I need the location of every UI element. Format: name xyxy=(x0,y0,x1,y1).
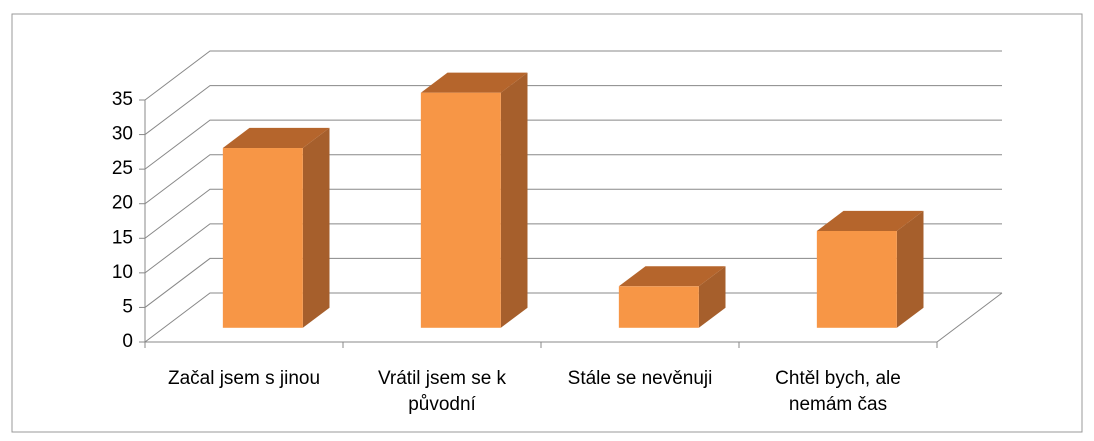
grid-line xyxy=(144,292,1002,343)
x-tick-label: Začal jsem s jinou xyxy=(167,368,321,389)
x-tick-label: Vrátil jsem se k původní xyxy=(377,368,507,415)
grid-line xyxy=(144,188,1002,239)
x-tick-label: Stále se nevěnuji xyxy=(567,368,713,389)
bar-top xyxy=(618,266,726,287)
y-tick-label: 15 xyxy=(112,227,133,248)
grid-line xyxy=(144,119,1002,170)
grid-line xyxy=(144,154,1002,205)
grid-line xyxy=(144,85,1002,135)
bar-side xyxy=(500,72,528,328)
y-tick-label: 35 xyxy=(112,89,133,110)
bar-top xyxy=(816,210,924,231)
y-tick-label: 0 xyxy=(122,331,133,352)
y-tick-label: 30 xyxy=(112,124,133,145)
bar xyxy=(420,92,501,328)
y-tick-label: 25 xyxy=(112,158,133,179)
grid-line xyxy=(144,257,1002,308)
bar xyxy=(618,286,699,328)
grid-line xyxy=(144,50,1002,101)
grid-line xyxy=(144,223,1002,274)
x-tick-label: Chtěl bych, ale nemám čas xyxy=(775,368,901,415)
bar-side xyxy=(698,266,726,328)
bar-side xyxy=(896,210,924,328)
bar-side xyxy=(302,127,330,328)
bar-top xyxy=(222,127,330,149)
bar xyxy=(222,148,303,328)
bar xyxy=(816,230,897,328)
bar-top xyxy=(420,72,528,93)
y-tick-label: 20 xyxy=(112,193,133,214)
y-tick-label: 10 xyxy=(112,262,133,283)
y-tick-label: 5 xyxy=(122,296,133,317)
